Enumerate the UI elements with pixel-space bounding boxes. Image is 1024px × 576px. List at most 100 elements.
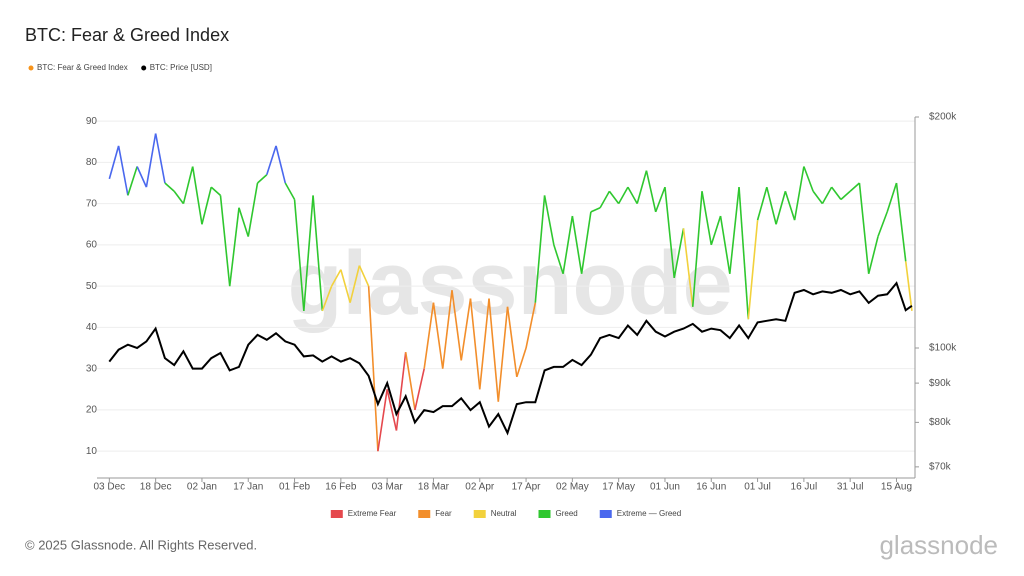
y-tick-label: 80 <box>86 157 98 168</box>
index-segment <box>525 302 537 349</box>
index-segment <box>571 215 583 274</box>
y2-tick-label: $100k <box>929 343 957 354</box>
index-segment <box>238 207 250 237</box>
x-tick-label: 01 Jun <box>650 482 680 493</box>
index-segment <box>738 187 750 320</box>
footer: © 2025 Glassnode. All Rights Reserved. <box>25 537 257 552</box>
index-segment <box>599 190 611 209</box>
index-segment <box>117 145 129 196</box>
zone-swatch <box>538 510 551 518</box>
index-segment <box>228 207 240 287</box>
index-segment <box>266 145 277 176</box>
index-segment <box>766 186 777 225</box>
index-segment <box>784 191 796 221</box>
index-segment <box>247 182 259 237</box>
index-segment <box>701 191 713 246</box>
legend-dot <box>141 65 147 71</box>
x-tick-label: 17 May <box>602 482 635 493</box>
index-segment <box>710 215 722 246</box>
index-segment <box>404 352 416 411</box>
index-segment <box>562 215 574 274</box>
index-segment <box>673 228 685 279</box>
legend-label: BTC: Fear & Greed Index <box>37 63 128 72</box>
zone-swatch <box>473 510 486 518</box>
index-segment <box>423 302 435 369</box>
price-line <box>108 281 913 436</box>
index-segment <box>617 186 629 205</box>
index-segment <box>756 186 768 221</box>
index-segment <box>867 236 879 274</box>
index-segment <box>210 186 222 196</box>
index-segment <box>358 265 370 287</box>
index-segment <box>451 290 463 361</box>
chart-title: BTC: Fear & Greed Index <box>25 25 229 45</box>
index-segment <box>719 215 731 274</box>
zone-swatch <box>330 510 343 518</box>
index-segment <box>654 186 666 213</box>
index-segment <box>728 187 740 274</box>
index-segment <box>534 195 546 303</box>
index-segment <box>191 166 203 225</box>
y-tick-label: 90 <box>86 116 98 127</box>
zone-legend-label: Greed <box>556 509 578 518</box>
index-segment <box>775 191 787 225</box>
index-segment <box>747 220 759 320</box>
index-segment <box>349 265 361 303</box>
index-segment <box>414 368 425 411</box>
index-segment <box>303 195 314 311</box>
index-segment <box>173 190 185 205</box>
index-segment <box>904 261 913 312</box>
x-tick-label: 01 Jul <box>744 482 771 493</box>
index-segment <box>377 389 388 452</box>
index-segment <box>793 166 805 221</box>
index-segment <box>219 195 231 287</box>
x-tick-label: 01 Feb <box>279 482 311 493</box>
x-tick-label: 02 Apr <box>465 482 495 493</box>
x-tick-label: 16 Jul <box>791 482 818 493</box>
index-segment <box>312 195 324 311</box>
zone-legend-label: Extreme Fear <box>348 509 397 518</box>
index-segment <box>886 182 898 213</box>
index-segment <box>877 211 888 237</box>
index-segment <box>664 187 676 278</box>
index-segment <box>108 145 120 180</box>
index-segment <box>627 186 638 205</box>
index-segment <box>367 286 379 452</box>
index-segment <box>127 166 138 196</box>
index-segment <box>895 182 907 262</box>
index-segment <box>275 145 287 184</box>
zone-legend-label: Neutral <box>491 509 517 518</box>
x-tick-label: 17 Jan <box>233 482 263 493</box>
index-segment <box>553 244 564 275</box>
index-segment <box>469 298 481 390</box>
y-tick-label: 30 <box>86 363 98 374</box>
x-tick-label: 16 Feb <box>325 482 357 493</box>
index-segment <box>154 133 166 184</box>
index-segment <box>858 182 870 274</box>
index-segment <box>682 228 694 307</box>
index-segment <box>164 182 175 192</box>
y-tick-label: 40 <box>86 322 98 333</box>
x-tick-label: 03 Dec <box>94 482 126 493</box>
index-segment <box>849 182 860 192</box>
y-tick-label: 20 <box>86 405 98 416</box>
y-tick-label: 70 <box>86 198 98 209</box>
index-segment <box>516 347 527 378</box>
logo: glassnode <box>879 530 998 560</box>
x-tick-label: 15 Aug <box>881 482 912 493</box>
watermark: glassnode <box>287 234 732 334</box>
index-segment <box>645 170 657 213</box>
zone-legend-label: Extreme — Greed <box>617 509 681 518</box>
index-segment <box>821 186 833 205</box>
index-segment <box>256 174 268 184</box>
index-segment <box>136 166 148 188</box>
y2-tick-label: $90k <box>929 378 952 389</box>
legend-dot <box>28 65 34 71</box>
index-segment <box>831 186 842 200</box>
x-tick-label: 18 Dec <box>140 482 172 493</box>
index-segment <box>145 133 157 188</box>
index-segment <box>590 207 601 213</box>
index-segment <box>812 190 824 205</box>
